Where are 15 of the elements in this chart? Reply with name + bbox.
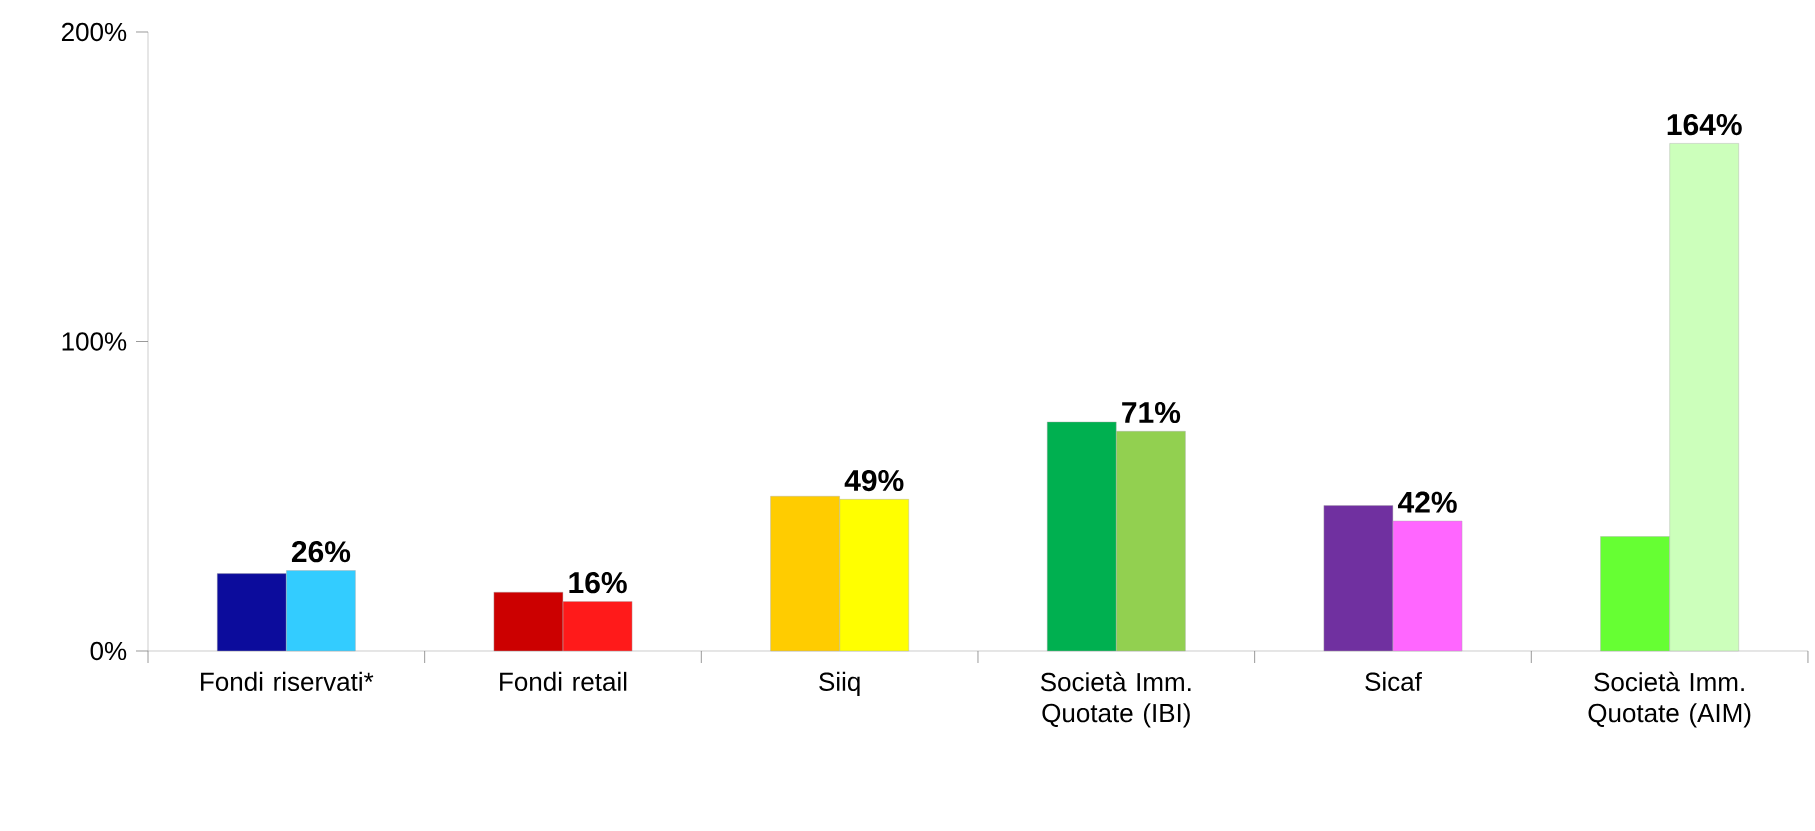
- y-tick-label: 100%: [62, 332, 127, 351]
- x-tick-label: Società Imm. Quotate (IBI): [1040, 671, 1191, 728]
- data-label: 164%: [1667, 113, 1742, 136]
- x-tick-label: Fondi riservati*: [201, 671, 374, 691]
- x-tick-label: Fondi retail: [500, 671, 627, 691]
- data-label: 16%: [569, 572, 627, 594]
- data-label: 42%: [1397, 491, 1457, 513]
- data-label: 49%: [844, 469, 904, 492]
- data-label: 71%: [1122, 401, 1181, 424]
- y-tick-label: 0%: [90, 641, 127, 661]
- x-tick-label: Società Imm. Quotate (AIM): [1588, 671, 1751, 728]
- x-tick-label: Sicaf: [1365, 671, 1422, 691]
- y-tick-label: 200%: [61, 22, 127, 42]
- x-tick-label: Siiq: [819, 671, 860, 697]
- data-label: 26%: [291, 541, 351, 563]
